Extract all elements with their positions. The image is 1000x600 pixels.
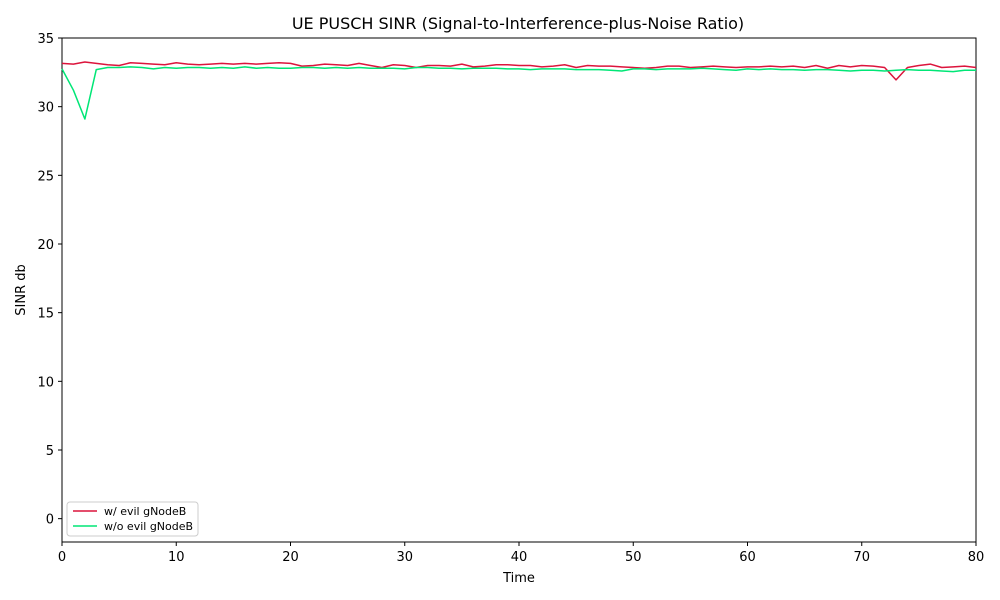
y-axis-label: SINR db bbox=[14, 264, 29, 315]
y-tick-label: 5 bbox=[46, 444, 54, 459]
y-tick-label: 15 bbox=[37, 307, 54, 322]
x-tick-label: 60 bbox=[739, 550, 756, 565]
x-tick-label: 70 bbox=[853, 550, 870, 565]
y-axis: 0 5 10 15 20 25 30 35 bbox=[37, 32, 62, 528]
y-tick-label: 35 bbox=[37, 32, 54, 47]
y-tick-label: 30 bbox=[37, 101, 54, 116]
legend-label-wo-evil: w/o evil gNodeB bbox=[104, 520, 193, 533]
y-tick-label: 20 bbox=[37, 238, 54, 253]
x-tick-label: 10 bbox=[168, 550, 185, 565]
series-layer bbox=[61, 61, 977, 120]
x-axis: 0 10 20 30 40 50 60 70 80 bbox=[58, 542, 984, 565]
x-tick-label: 30 bbox=[396, 550, 413, 565]
chart-title: UE PUSCH SINR (Signal-to-Interference-pl… bbox=[292, 14, 744, 33]
series-line-1 bbox=[61, 66, 976, 120]
x-tick-label: 40 bbox=[511, 550, 528, 565]
y-tick-label: 10 bbox=[37, 375, 54, 390]
legend: w/ evil gNodeB w/o evil gNodeB bbox=[66, 501, 199, 537]
x-tick-label: 20 bbox=[282, 550, 299, 565]
y-tick-label: 25 bbox=[37, 169, 54, 184]
x-axis-label: Time bbox=[502, 571, 535, 586]
plot-area: 0 10 20 30 40 50 60 70 80 0 5 10 15 20 25 30 35 bbox=[37, 32, 984, 565]
series-line-0 bbox=[61, 61, 977, 81]
y-tick-label: 0 bbox=[46, 513, 54, 528]
x-tick-label: 80 bbox=[968, 550, 985, 565]
x-tick-label: 0 bbox=[58, 550, 66, 565]
legend-box bbox=[66, 501, 199, 537]
x-tick-label: 50 bbox=[625, 550, 642, 565]
legend-label-w-evil: w/ evil gNodeB bbox=[104, 505, 186, 518]
